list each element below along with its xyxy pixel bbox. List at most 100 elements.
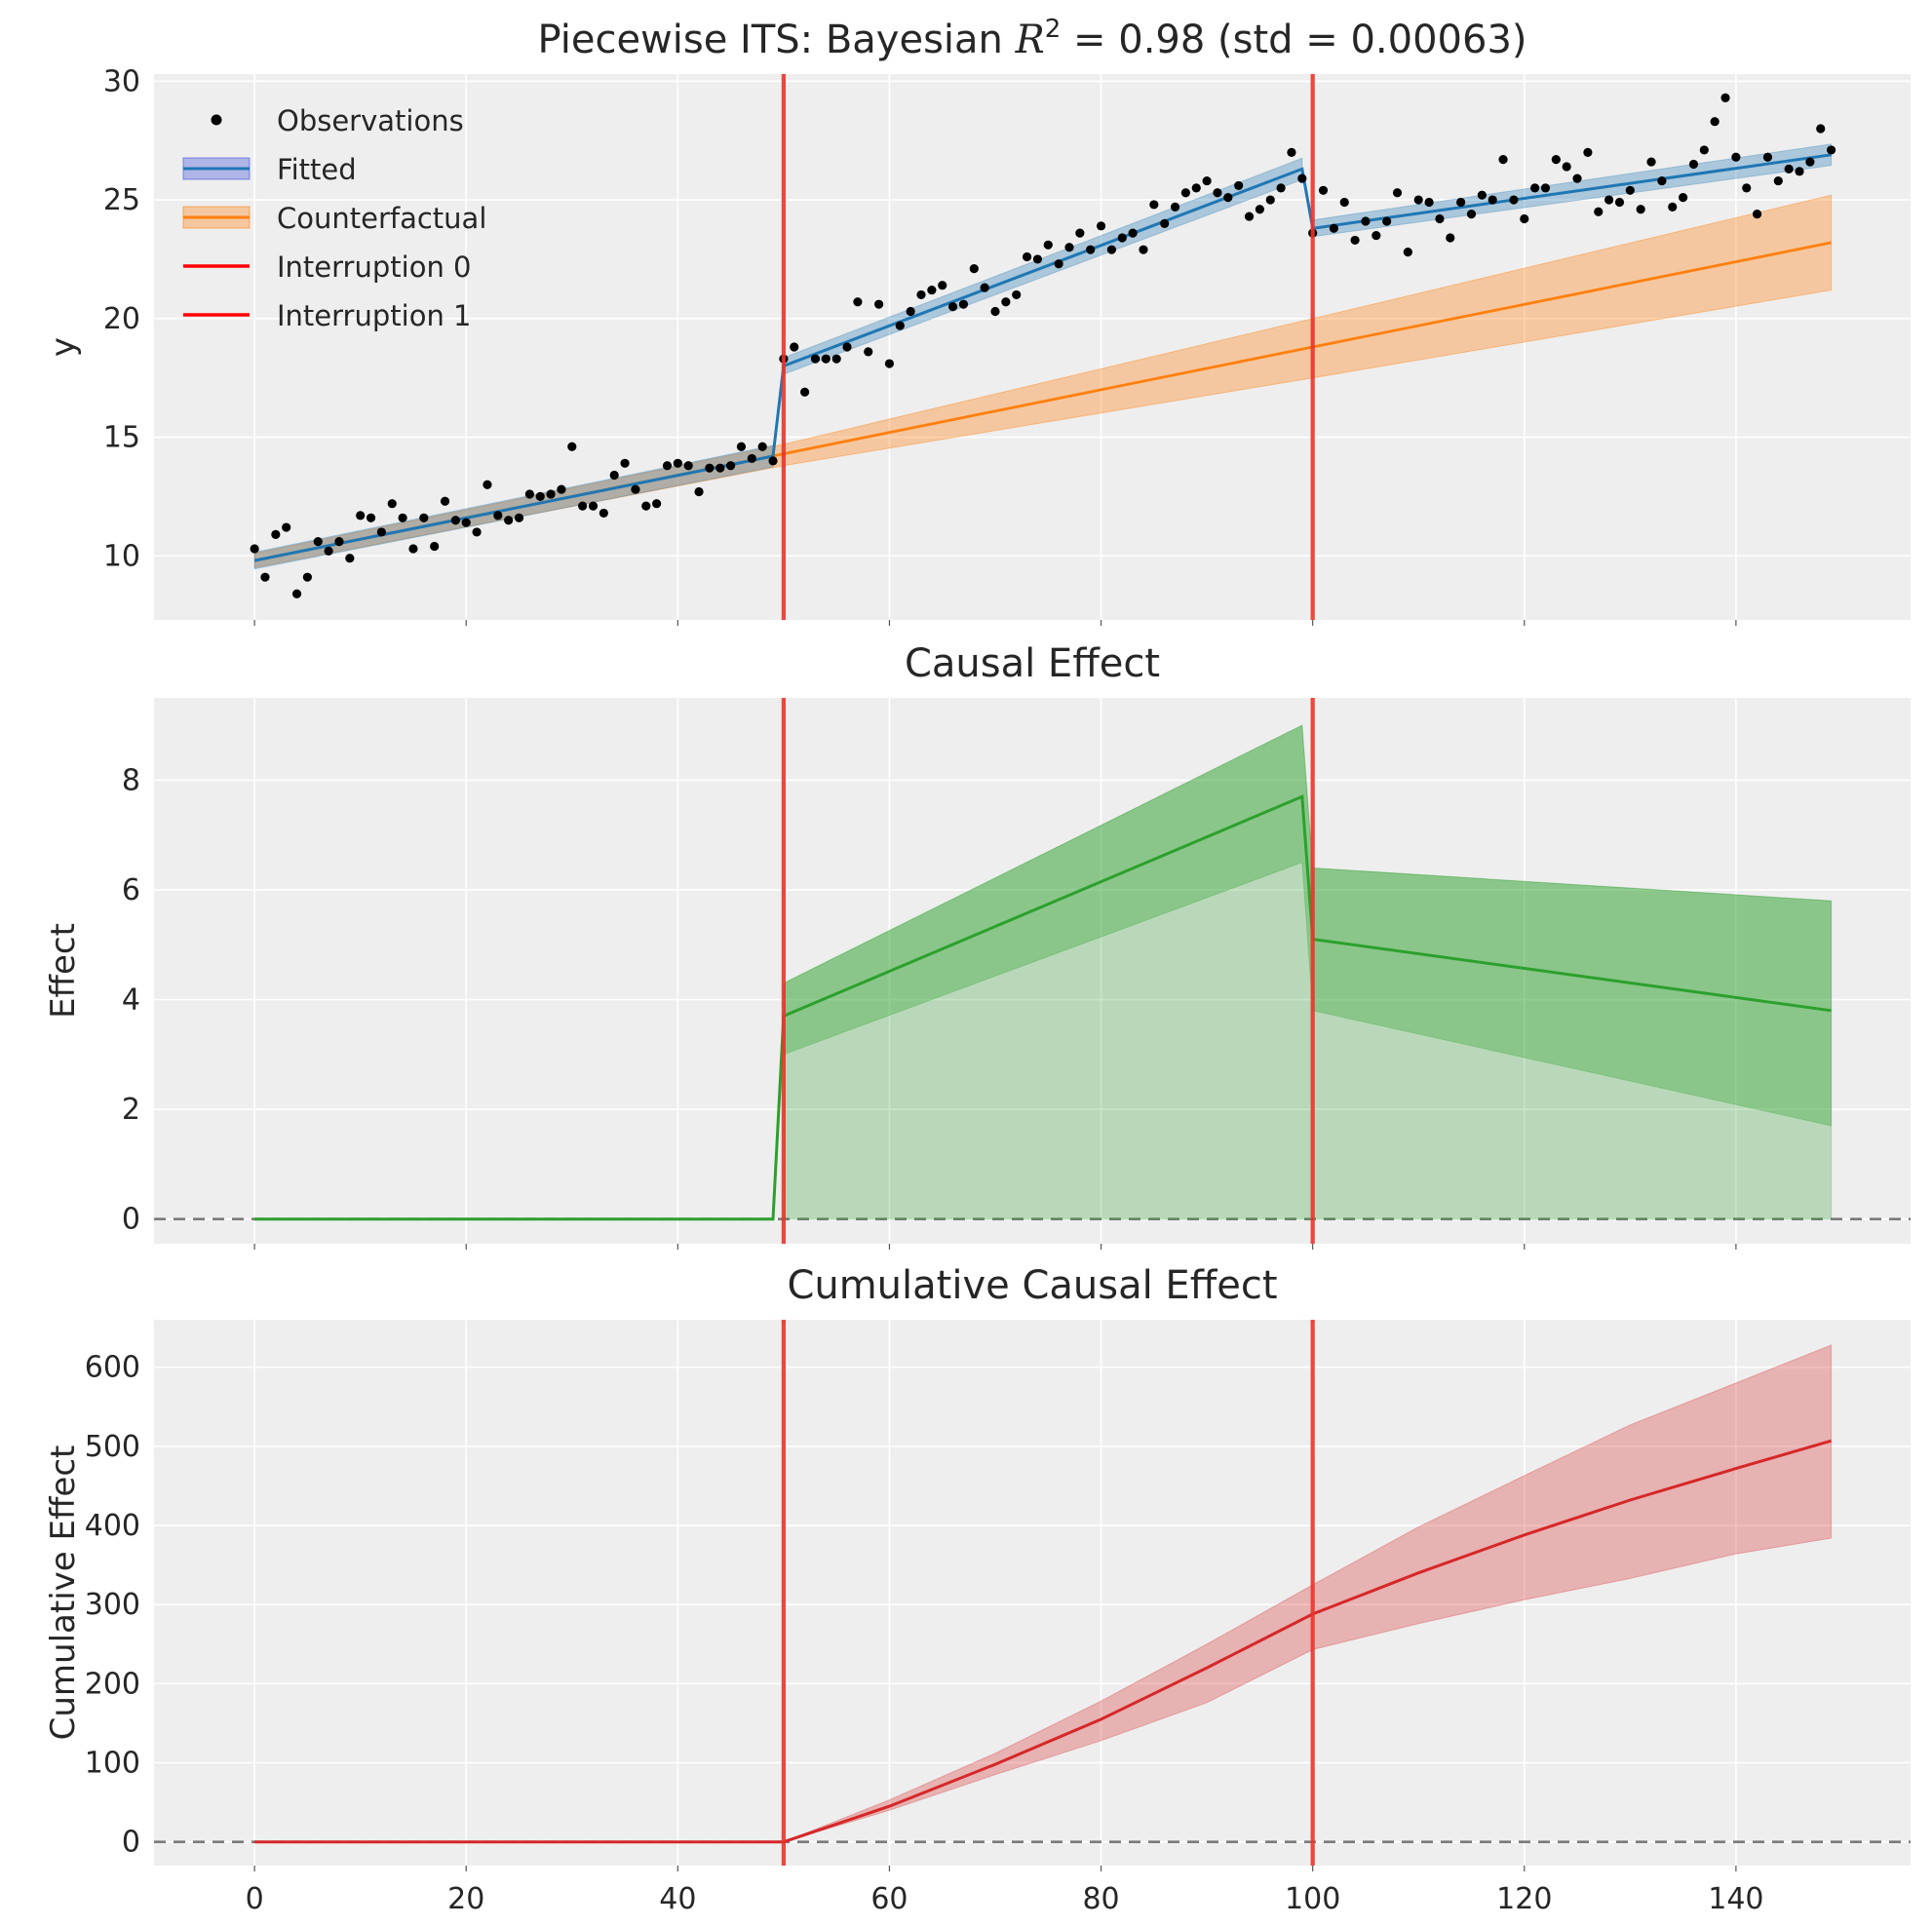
observation-point (1054, 259, 1063, 269)
observation-point (1086, 245, 1096, 254)
observation-point (969, 264, 979, 274)
observation-point (873, 299, 884, 309)
legend-label: Interruption 0 (277, 251, 472, 284)
observation-point (1498, 155, 1508, 165)
effect-line (254, 794, 1832, 1221)
observation-point (440, 496, 450, 506)
observation-point (757, 442, 767, 451)
observation-point (1699, 145, 1709, 155)
observation-point (493, 511, 503, 520)
observation-point (535, 491, 545, 501)
observation-point (715, 463, 725, 473)
observation-point (768, 456, 778, 466)
observation-point (1688, 159, 1699, 170)
observation-point (631, 484, 640, 494)
effect-band-outer (783, 724, 1833, 1220)
bottom-ytick-label: 300 (85, 1588, 140, 1622)
observation-point (1022, 251, 1032, 262)
top-plot-background (154, 74, 1911, 620)
observation-point (1350, 235, 1360, 246)
middle-ytick-label: 4 (122, 983, 140, 1018)
observation-point (853, 297, 863, 307)
panel-bottom: 0 100 200 300 400 500 600 0 20 40 60 80 100 120 140 Cum… (44, 1263, 1911, 1916)
observation-point (1106, 245, 1117, 254)
legend-item: Fitted (182, 153, 357, 186)
bottom-ytick-label: 200 (85, 1667, 140, 1701)
bottom-ytick-label: 600 (85, 1351, 140, 1385)
legend-item: Observations (211, 104, 464, 137)
bottom-ytick-label: 100 (85, 1746, 140, 1780)
observation-point (1372, 230, 1381, 241)
bottom-xtick-label: 140 (1708, 1882, 1763, 1916)
observation-point (842, 342, 852, 352)
legend-item: Counterfactual (182, 202, 486, 235)
top-ytick-label: 30 (103, 64, 140, 98)
observation-point (1614, 197, 1625, 208)
observation-point (609, 470, 619, 481)
legend-item: Interruption 1 (183, 299, 472, 332)
bottom-xtick-label: 20 (447, 1882, 484, 1916)
observation-point (864, 347, 873, 357)
observation-point (1731, 152, 1741, 162)
observation-point (1287, 147, 1296, 157)
observation-point (683, 461, 693, 471)
legend-label: Counterfactual (277, 202, 486, 235)
observation-point (1202, 175, 1212, 186)
observation-point (1509, 195, 1519, 205)
observation-point (810, 354, 821, 364)
middle-ytick-label: 8 (122, 763, 140, 797)
observation-point (588, 501, 599, 511)
middle-plot-background (154, 698, 1911, 1244)
observation-point (430, 541, 440, 552)
observation-point (250, 544, 259, 554)
observation-point (1012, 289, 1022, 300)
observation-point (1816, 124, 1826, 134)
counterfactual-band (253, 194, 1833, 569)
observation-point (1128, 228, 1138, 238)
observation-point (747, 453, 756, 464)
effect-band-inner (783, 724, 1833, 1127)
bottom-xtick-label: 40 (659, 1882, 696, 1916)
observation-point (578, 501, 588, 511)
observation-point (1646, 157, 1656, 167)
top-ytick-label: 25 (103, 183, 140, 217)
bottom-xtick-label: 100 (1285, 1882, 1340, 1916)
observation-point (1805, 157, 1815, 167)
legend-label: Fitted (277, 153, 357, 186)
top-ytick-label: 20 (103, 302, 140, 336)
observation-point (1392, 188, 1403, 198)
observation-point (1795, 167, 1804, 176)
observation-point (1424, 197, 1434, 208)
observation-point (260, 572, 270, 582)
observation-point (345, 554, 355, 563)
observation-point (546, 489, 556, 499)
observation-point (1572, 173, 1582, 183)
observation-point (1435, 213, 1445, 224)
bottom-ylabel: Cumulative Effect (44, 1445, 83, 1741)
title-prefix: Piecewise ITS: Bayesian (537, 18, 1015, 62)
bottom-ytick-label: 500 (85, 1430, 140, 1464)
observation-point (1339, 197, 1349, 208)
observation-point (557, 484, 566, 494)
middle-ytick-label: 2 (122, 1093, 140, 1127)
observation-point (461, 518, 471, 527)
bottom-plot-background (154, 1320, 1911, 1866)
observation-point (356, 511, 366, 520)
observation-point (1604, 195, 1614, 205)
observation-point (567, 442, 577, 451)
observation-point (831, 354, 841, 364)
observation-point (1540, 183, 1551, 193)
observation-point (419, 513, 429, 522)
observation-point (282, 522, 291, 532)
observation-point (1562, 162, 1571, 172)
observation-point (1297, 173, 1307, 183)
observation-point (1329, 223, 1338, 233)
bottom-xtick-label: 120 (1496, 1882, 1552, 1916)
legend: Observations Fitted Counterfactual Interrup… (182, 104, 486, 332)
observation-point (895, 321, 905, 330)
observation-point (1488, 195, 1497, 205)
observation-point (1170, 202, 1180, 212)
observation-point (927, 285, 937, 295)
observation-point (1213, 188, 1222, 198)
